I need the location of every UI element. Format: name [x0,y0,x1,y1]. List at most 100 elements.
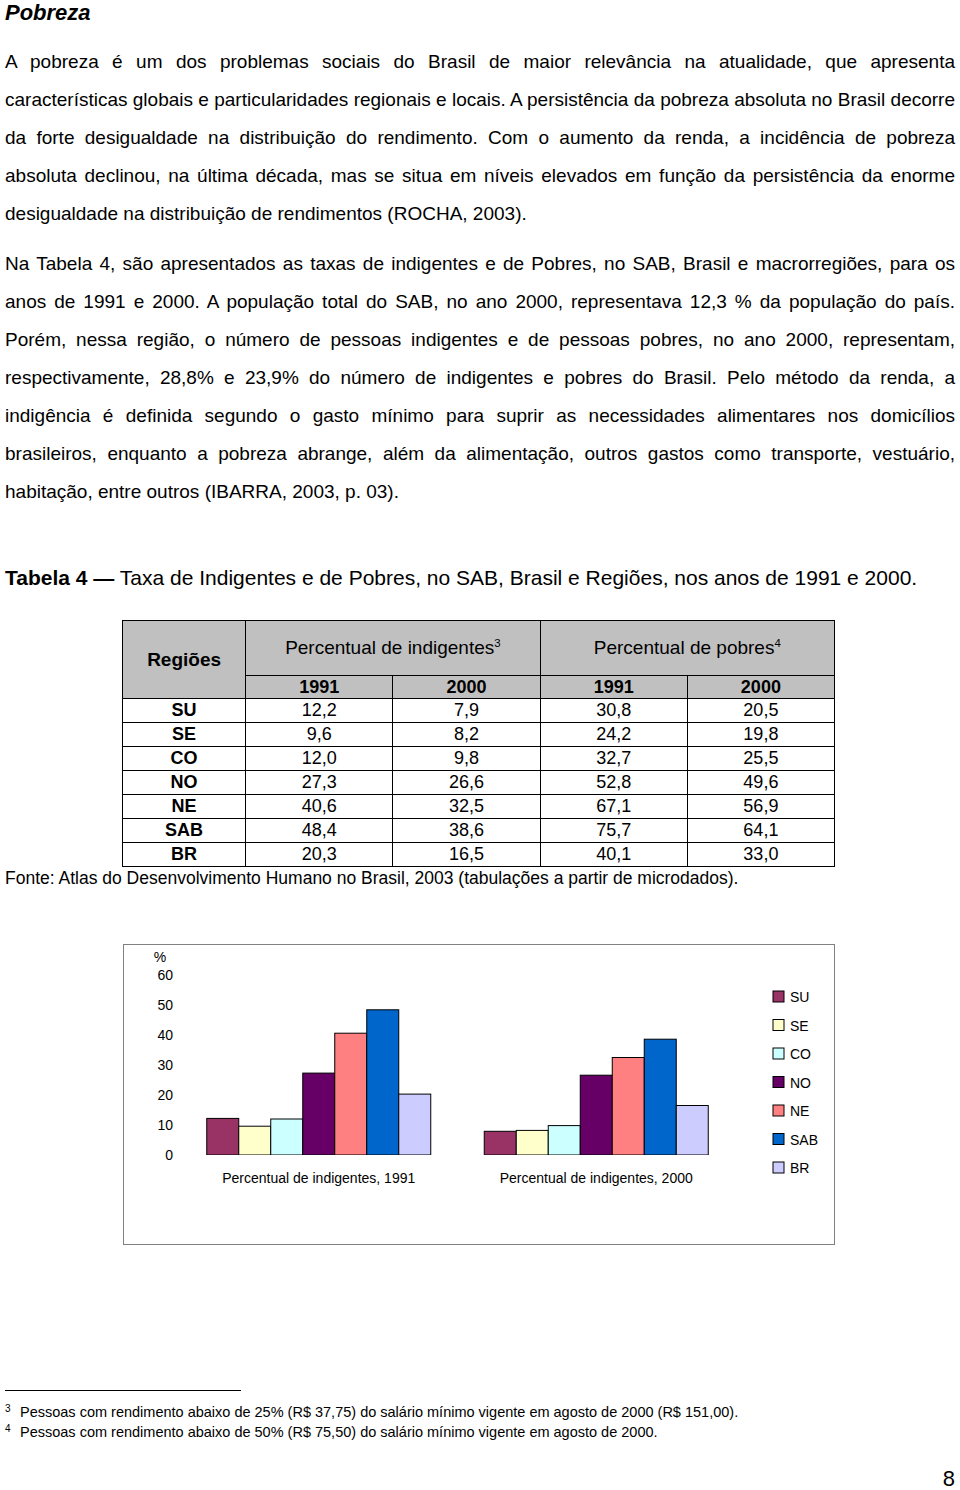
y-tick-label: 0 [165,1147,173,1163]
caption-label: Tabela 4 — [5,566,114,589]
value-cell: 48,4 [246,819,393,843]
data-row: SU12,27,930,820,5 [123,699,835,723]
bar [335,1033,367,1155]
table: RegiõesPercentual de indigentes3Percentu… [122,620,835,867]
legend-label: SAB [790,1132,818,1148]
value-cell: 64,1 [687,819,834,843]
page: {"heading": "Pobreza", "paragraphs": [ "… [0,0,960,1490]
value-cell: 32,7 [540,747,687,771]
value-cell: 12,2 [246,699,393,723]
region-cell: NO [123,771,246,795]
footnote-text: Pessoas com rendimento abaixo de 50% (R$… [20,1424,658,1440]
value-cell: 19,8 [687,723,834,747]
header-text: Percentual de indigentes [285,637,494,658]
year-cell: 2000 [393,676,540,699]
bar [644,1039,676,1155]
bar [367,1010,399,1155]
paragraph: A pobreza é um dos problemas sociais do … [5,43,955,233]
value-cell: 24,2 [540,723,687,747]
region-cell: BR [123,843,246,867]
header-cell: Percentual de indigentes3 [246,621,540,676]
legend-swatch [773,1048,784,1059]
year-cell: 2000 [687,676,834,699]
header-text: Percentual de pobres [594,637,775,658]
data-row: CO12,09,832,725,5 [123,747,835,771]
chart-frame [124,945,835,1245]
paragraph: Na Tabela 4, são apresentados as taxas d… [5,245,955,511]
y-label: % [154,949,166,965]
footnote-text: Pessoas com rendimento abaixo de 25% (R$… [20,1404,738,1420]
value-cell: 30,8 [540,699,687,723]
table-caption: Tabela 4 — Taxa de Indigentes e de Pobre… [5,565,955,591]
legend-label: SU [790,989,809,1005]
x-tick-label: Percentual de indigentes, 1991 [222,1170,415,1186]
legend-label: CO [790,1046,811,1062]
value-cell: 40,1 [540,843,687,867]
legend-swatch [773,1020,784,1031]
value-cell: 27,3 [246,771,393,795]
bar [484,1131,516,1155]
bars [207,1010,709,1155]
value-cell: 20,5 [687,699,834,723]
legend-swatch [773,1134,784,1145]
footnote: 3Pessoas com rendimento abaixo de 25% (R… [5,1403,955,1421]
y-tick-label: 40 [157,1027,173,1043]
value-cell: 38,6 [393,819,540,843]
value-cell: 12,0 [246,747,393,771]
header-row: RegiõesPercentual de indigentes3Percentu… [123,621,835,676]
bar [548,1126,580,1155]
note-mark: 4 [774,637,780,649]
value-cell: 26,6 [393,771,540,795]
region-cell: CO [123,747,246,771]
legend-label: BR [790,1160,809,1176]
y-tick-label: 10 [157,1117,173,1133]
data-row: SAB48,438,675,764,1 [123,819,835,843]
legend-label: NE [790,1103,809,1119]
legend-swatch [773,1162,784,1173]
region-cell: NE [123,795,246,819]
footnote: 4Pessoas com rendimento abaixo de 50% (R… [5,1423,955,1441]
bar [271,1119,303,1155]
heading: Pobreza [5,0,91,26]
legend-swatch [773,1077,784,1088]
value-cell: 7,9 [393,699,540,723]
footnote-rule [5,1390,241,1391]
legend-swatch [773,1105,784,1116]
legend-swatch [773,991,784,1002]
y-tick-label: 50 [157,997,173,1013]
bar [303,1073,335,1155]
header-cell: Percentual de pobres4 [540,621,834,676]
value-cell: 33,0 [687,843,834,867]
bar [580,1075,612,1155]
bar [676,1106,708,1156]
value-cell: 9,8 [393,747,540,771]
value-cell: 20,3 [246,843,393,867]
y-tick-label: 30 [157,1057,173,1073]
value-cell: 67,1 [540,795,687,819]
y-tick-label: 20 [157,1087,173,1103]
value-cell: 16,5 [393,843,540,867]
chart: % 0 10 20 30 40 50 60 Percentual de indigentes, … [123,944,835,1245]
bar [516,1130,548,1155]
header-cell: Regiões [123,621,246,699]
year-cell: 1991 [246,676,393,699]
legend-label: SE [790,1018,809,1034]
data-row: BR20,316,540,133,0 [123,843,835,867]
caption-text: Taxa de Indigentes e de Pobres, no SAB, … [120,566,917,589]
data-row: NE40,632,567,156,9 [123,795,835,819]
value-cell: 56,9 [687,795,834,819]
year-cell: 1991 [540,676,687,699]
region-cell: SE [123,723,246,747]
data-row: SE9,68,224,219,8 [123,723,835,747]
region-cell: SAB [123,819,246,843]
region-cell: SU [123,699,246,723]
y-tick-label: 60 [157,967,173,983]
value-cell: 8,2 [393,723,540,747]
note-mark: 3 [494,637,500,649]
bar [207,1118,239,1155]
legend-label: NO [790,1075,811,1091]
data-row: NO27,326,652,849,6 [123,771,835,795]
value-cell: 9,6 [246,723,393,747]
bar [612,1058,644,1156]
table-body: RegiõesPercentual de indigentes3Percentu… [123,621,835,867]
